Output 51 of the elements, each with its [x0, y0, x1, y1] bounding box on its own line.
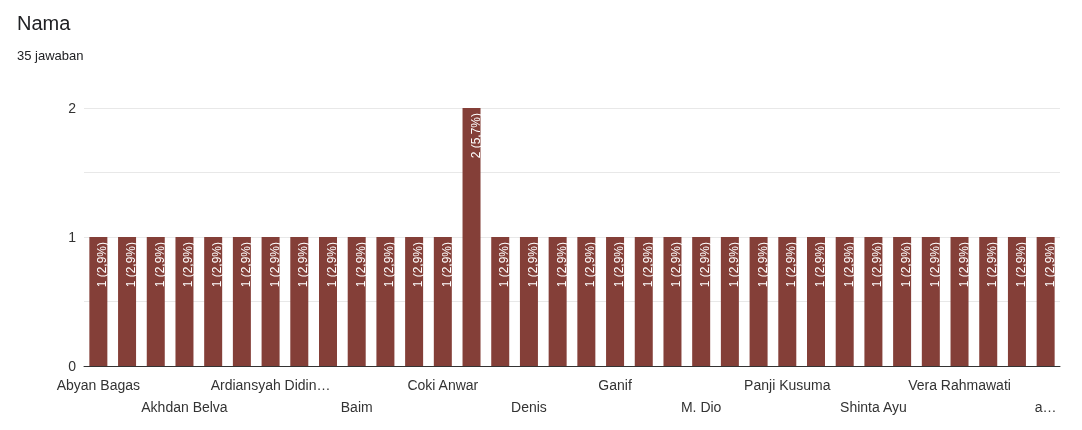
data-label: 1 (2,9%): [210, 242, 225, 288]
x-tick-label: Baim: [340, 399, 373, 415]
data-label: 1 (2,9%): [382, 242, 397, 288]
data-label: 1 (2,9%): [152, 242, 167, 288]
x-tick-label: Coki Anwar: [407, 377, 479, 393]
data-label: 1 (2,9%): [956, 242, 971, 288]
data-label: 1 (2,9%): [95, 242, 110, 288]
x-tick-label: M. Dio: [680, 399, 722, 415]
data-label: 1 (2,9%): [497, 242, 512, 288]
data-label: 1 (2,9%): [554, 242, 569, 288]
data-label: 1 (2,9%): [784, 242, 799, 288]
x-tick-label: Akhdan Belva: [141, 399, 228, 415]
data-label: 1 (2,9%): [870, 242, 885, 288]
data-label: 2 (5,7%): [468, 113, 483, 159]
data-label: 1 (2,9%): [1042, 242, 1057, 288]
data-label: 1 (2,9%): [669, 242, 684, 288]
data-label: 1 (2,9%): [411, 242, 426, 288]
x-tick-label: Shinta Ayu: [840, 399, 907, 415]
data-label: 1 (2,9%): [755, 242, 770, 288]
data-label: 1 (2,9%): [1013, 242, 1028, 288]
data-label: 1 (2,9%): [439, 242, 454, 288]
chart-title: Nama: [17, 12, 72, 34]
data-label: 1 (2,9%): [325, 242, 339, 288]
data-label: 1 (2,9%): [353, 242, 368, 288]
x-tick-label: a…: [1034, 399, 1057, 415]
data-label: 1 (2,9%): [841, 242, 856, 288]
x-tick-label: Abyan Bagas: [56, 377, 140, 393]
y-tick-label: 1: [68, 229, 77, 245]
x-tick-label: Ganif: [598, 377, 632, 393]
data-label: 1 (2,9%): [296, 242, 311, 288]
x-tick-label: Vera Rahmawati: [908, 377, 1011, 393]
data-label: 1 (2,9%): [612, 242, 627, 288]
data-label: 1 (2,9%): [698, 242, 713, 288]
x-tick-label: Denis: [511, 399, 547, 415]
y-tick-label: 2: [68, 100, 77, 116]
data-label: 1 (2,9%): [813, 242, 827, 288]
data-label: 1 (2,9%): [927, 242, 942, 288]
y-tick-label: 0: [68, 358, 77, 374]
data-label: 1 (2,9%): [726, 242, 741, 288]
data-label: 1 (2,9%): [238, 242, 253, 288]
chart-subtitle: 35 jawaban: [17, 48, 84, 63]
x-tick-label: Panji Kusuma: [744, 377, 831, 393]
data-label: 1 (2,9%): [985, 242, 1000, 288]
data-label: 1 (2,9%): [181, 242, 196, 288]
data-label: 1 (2,9%): [583, 242, 598, 288]
data-label: 1 (2,9%): [640, 242, 655, 288]
data-label: 1 (2,9%): [899, 242, 914, 288]
data-label: 1 (2,9%): [267, 242, 282, 288]
x-tick-label: Ardiansyah Didin…: [210, 377, 331, 393]
data-label: 1 (2,9%): [525, 242, 540, 288]
data-label: 1 (2,9%): [124, 242, 139, 288]
